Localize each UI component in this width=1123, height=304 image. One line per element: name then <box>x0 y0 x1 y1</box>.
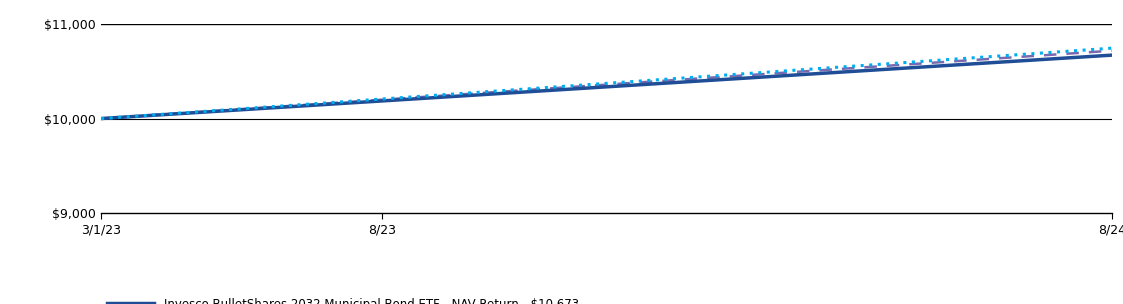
Legend: Invesco BulletShares 2032 Municipal Bond ETF - NAV Return - $10,673, Invesco Bul: Invesco BulletShares 2032 Municipal Bond… <box>107 298 578 304</box>
